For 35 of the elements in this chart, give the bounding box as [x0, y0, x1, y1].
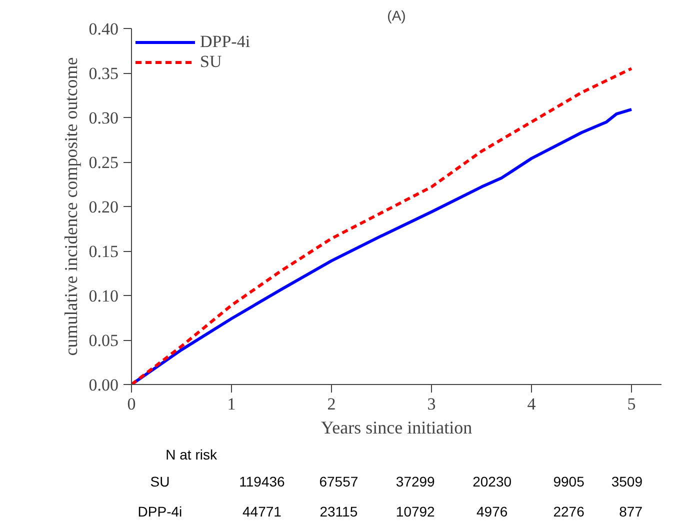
y-tick-label: 0.10 [88, 286, 118, 306]
y-tick-label: 0.35 [88, 64, 118, 83]
text: 877 [619, 503, 643, 520]
x-tick-label: 1 [227, 394, 236, 414]
legend-label: SU [200, 52, 222, 72]
y-tick-label: 0.30 [88, 108, 118, 128]
text: 2276 [553, 503, 585, 520]
x-tick-label: 0 [127, 394, 136, 414]
text: 3509 [611, 474, 643, 490]
chart-title: (A) [387, 8, 406, 24]
y-tick-label: 0.20 [88, 198, 118, 216]
text: 20230 [472, 474, 512, 490]
x-tick-label: 4 [527, 394, 536, 414]
text: 67557 [319, 474, 358, 490]
text: 37299 [396, 474, 436, 490]
text: N at risk [166, 446, 218, 463]
y-tick-label: 0.15 [88, 242, 118, 261]
text: 9905 [553, 474, 585, 490]
text: 10792 [396, 503, 436, 520]
y-tick-label: 0.05 [88, 331, 118, 350]
x-tick-label: 5 [627, 394, 636, 414]
text: 44771 [242, 503, 282, 520]
text: 23115 [320, 503, 358, 520]
y-tick-label: 0.40 [88, 20, 118, 38]
text: 4976 [476, 503, 508, 520]
legend-label: DPP-4i [200, 32, 250, 52]
text: SU [150, 474, 170, 490]
y-tick-label: 0.25 [88, 153, 118, 172]
x-axis-title: Years since initiation [320, 418, 472, 438]
y-axis-title: cumulative incidence composite outcome [60, 57, 81, 356]
text: DPP-4i [138, 503, 182, 520]
y-tick-label: 0.00 [88, 376, 118, 394]
x-tick-label: 3 [427, 394, 436, 414]
text: 119436 [239, 474, 286, 490]
x-tick-label: 2 [327, 394, 336, 414]
